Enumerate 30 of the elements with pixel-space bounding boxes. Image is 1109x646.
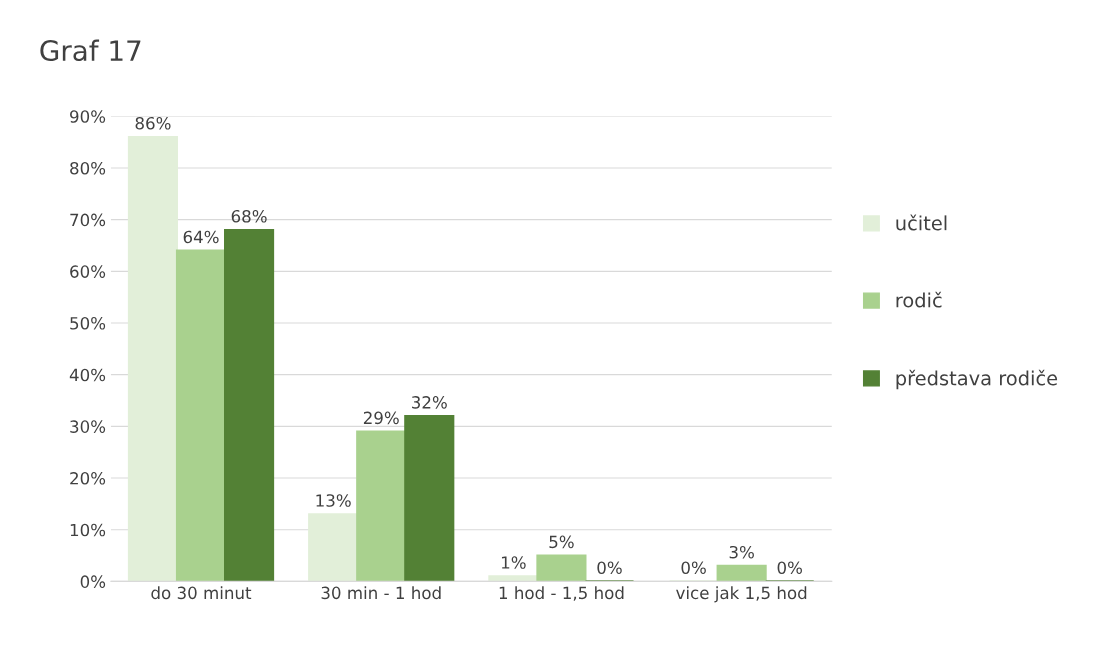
chart-title: Graf 17 — [40, 39, 141, 62]
y-tick-label: 30% — [70, 420, 106, 433]
data-label: 64% — [183, 230, 219, 244]
data-label: 68% — [231, 209, 267, 223]
legend-label: představa rodiče — [896, 369, 1058, 390]
x-tick-label: 30 min - 1 hod — [321, 586, 441, 600]
data-label: 1% — [501, 556, 526, 569]
y-tick-label: 90% — [70, 110, 106, 123]
legend-label: učitel — [896, 214, 947, 231]
legend-label: rodič — [896, 291, 942, 308]
x-tick-label: do 30 minut — [151, 586, 252, 600]
y-tick-label: 0% — [80, 575, 106, 588]
x-tick-label: vice jak 1,5 hod — [676, 586, 807, 603]
y-tick-label: 40% — [69, 368, 106, 382]
y-tick-label: 20% — [70, 472, 106, 485]
data-label: 5% — [549, 535, 574, 549]
data-label: 0% — [597, 561, 622, 574]
data-label: 0% — [777, 561, 802, 574]
x-tick-label: 1 hod - 1,5 hod — [499, 586, 624, 601]
y-tick-label: 80% — [70, 161, 106, 175]
y-tick-label: 60% — [70, 265, 106, 278]
y-tick-label: 70% — [70, 213, 106, 227]
data-label: 3% — [729, 545, 754, 559]
data-label: 13% — [316, 494, 351, 507]
data-label: 0% — [681, 561, 706, 574]
data-label: 29% — [363, 411, 399, 425]
y-tick-label: 50% — [70, 316, 106, 330]
data-label: 32% — [412, 396, 447, 409]
y-tick-label: 10% — [70, 523, 106, 537]
data-label: 86% — [135, 116, 171, 130]
